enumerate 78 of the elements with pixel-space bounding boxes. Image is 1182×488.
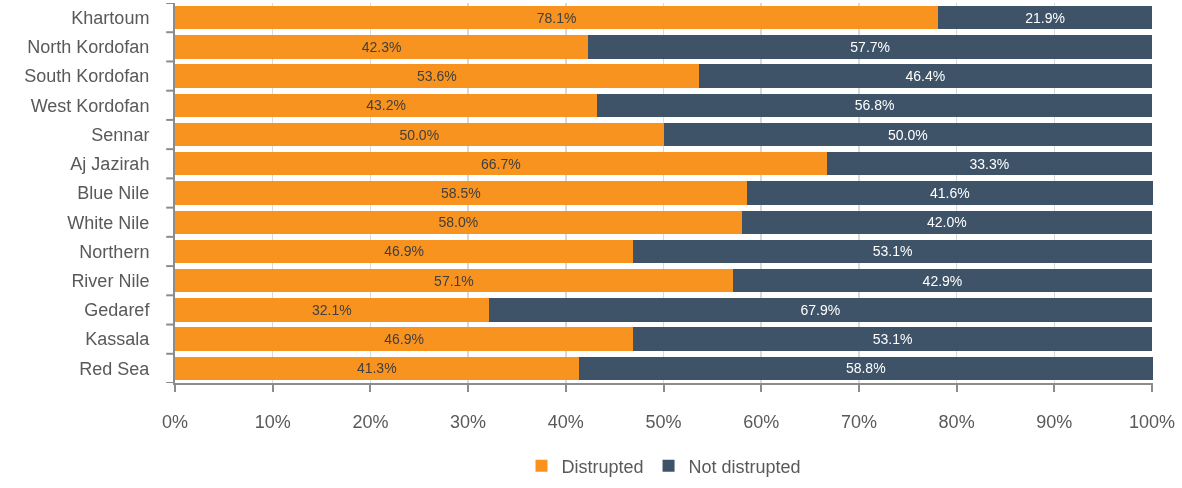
x-tick-label: 10% [254, 411, 291, 432]
x-tick-label: 30% [450, 411, 487, 432]
bar [175, 64, 699, 88]
bar [175, 327, 634, 351]
bar [175, 93, 598, 117]
data-label: 46.9% [384, 243, 424, 260]
x-tick-label: 60% [743, 411, 780, 432]
bar [175, 5, 939, 30]
data-label: 42.9% [922, 272, 963, 289]
bar [175, 269, 733, 293]
x-tick-label: 20% [352, 411, 389, 432]
y-tick-label: North Kordofan [27, 37, 150, 58]
bar [578, 356, 1153, 381]
x-tick-label: 90% [1036, 411, 1073, 432]
bar [938, 5, 1153, 30]
data-label: 43.2% [366, 97, 406, 114]
bar [588, 35, 1153, 59]
bar [175, 35, 589, 59]
y-tick-label: Sennar [91, 124, 150, 145]
y-tick-label: Northern [79, 241, 150, 262]
legend-label: Not distrupted [688, 456, 801, 477]
bar [175, 356, 579, 381]
y-tick-label: West Kordofan [30, 95, 150, 116]
bar [698, 64, 1153, 88]
data-label: 33.3% [969, 155, 1010, 172]
data-label: 50.0% [887, 126, 928, 143]
bar [488, 298, 1153, 322]
data-label: 57.7% [850, 38, 890, 55]
y-tick-label: White Nile [67, 212, 150, 233]
bar [175, 122, 664, 147]
data-label: 67.9% [800, 301, 841, 318]
data-label: 46.9% [384, 331, 424, 348]
x-tick-label: 70% [840, 411, 877, 432]
x-tick-label: 80% [938, 411, 975, 432]
y-tick-label: Khartoum [71, 7, 150, 28]
y-tick-label: South Kordofan [24, 66, 150, 87]
x-tick-label: 40% [547, 411, 584, 432]
bar [175, 210, 742, 234]
bar [175, 298, 489, 322]
x-tick-label: 100% [1129, 411, 1176, 432]
data-label: 42.0% [926, 214, 967, 231]
data-label: 58.8% [845, 360, 886, 377]
x-tick-label: 50% [645, 411, 682, 432]
y-tick-label: River Nile [71, 270, 150, 291]
bar [175, 239, 634, 264]
bar [633, 327, 1153, 351]
bar [741, 210, 1153, 234]
y-tick-label: Red Sea [79, 358, 151, 379]
data-label: 56.8% [854, 97, 895, 114]
data-label: 66.7% [480, 155, 521, 172]
data-label: 21.9% [1025, 9, 1065, 26]
x-tick-label: 0% [161, 411, 189, 432]
data-label: 57.1% [434, 272, 474, 289]
legend-label: Distrupted [561, 456, 644, 477]
bar [597, 93, 1153, 117]
data-label: 53.6% [416, 68, 457, 85]
bar [175, 181, 747, 205]
y-tick-label: Kassala [85, 329, 151, 350]
y-tick-label: Blue Nile [77, 183, 150, 204]
bar [633, 239, 1153, 264]
data-label: 50.0% [399, 126, 440, 143]
data-label: 32.1% [311, 301, 352, 318]
y-tick-label: Aj Jazirah [70, 154, 150, 175]
bar [826, 152, 1153, 176]
bar [732, 269, 1153, 293]
bar [746, 181, 1153, 205]
data-label: 42.3% [361, 38, 402, 55]
data-label: 53.1% [872, 331, 913, 348]
data-label: 78.1% [536, 9, 577, 26]
bar [663, 122, 1153, 147]
y-tick-label: Gedaref [84, 300, 151, 321]
data-label: 58.5% [440, 185, 481, 201]
bar [175, 152, 827, 176]
data-label: 53.1% [872, 243, 913, 260]
data-label: 58.0% [438, 214, 479, 231]
data-label: 46.4% [905, 68, 946, 85]
data-label: 41.6% [929, 185, 970, 201]
data-label: 41.3% [356, 360, 397, 377]
